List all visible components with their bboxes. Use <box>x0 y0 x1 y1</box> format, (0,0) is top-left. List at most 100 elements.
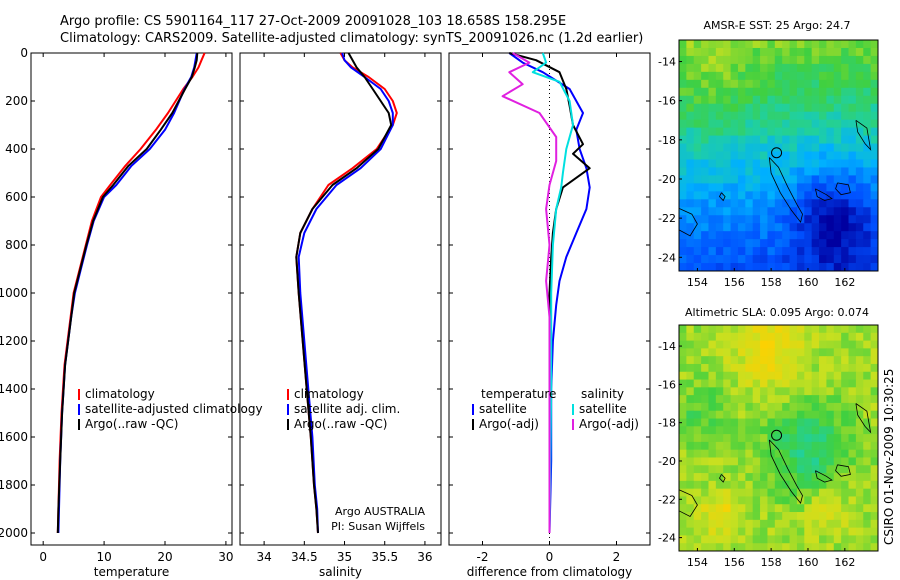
sla-map-cell <box>782 465 790 474</box>
sla-map-cell <box>789 434 798 443</box>
sst-map-cell <box>841 111 849 121</box>
sla-map-cell <box>708 325 717 334</box>
sla-map-cell <box>870 402 879 412</box>
sst-map-cell <box>701 47 709 57</box>
sla-map-cell <box>796 512 805 521</box>
sst-map-cell <box>826 167 835 176</box>
sst-map-cell <box>679 111 687 121</box>
sla-map-cell <box>760 473 768 482</box>
sst-map-cell <box>833 143 842 152</box>
sst-map-cell <box>693 111 702 121</box>
sla-map-cell <box>701 449 709 458</box>
sst-map-cell <box>855 95 864 105</box>
sla-map-cell <box>715 426 724 435</box>
coastline <box>815 470 833 483</box>
sst-map-cell <box>708 71 717 81</box>
sla-map-cell <box>826 348 835 357</box>
sla-map-cell <box>863 441 872 451</box>
sla-map-cell <box>679 496 687 505</box>
sst-map-cell <box>745 103 754 113</box>
sla-map-cell <box>819 348 827 357</box>
sla-map-cell <box>737 504 746 513</box>
sst-map-cell <box>693 231 702 240</box>
sla-map-cell <box>863 504 872 513</box>
sst-map-cell <box>730 159 739 168</box>
sla-map-cell <box>760 395 768 404</box>
sst-map-cell <box>833 111 842 121</box>
sla-map-cell <box>701 410 709 419</box>
sst-map-cell <box>745 175 754 184</box>
sla-map-cell <box>819 457 827 466</box>
sla-map-cell <box>774 363 783 373</box>
sst-map-cell <box>804 263 813 272</box>
sla-map-cell <box>752 410 761 419</box>
sst-map-cell <box>796 47 805 57</box>
sst-map-cell <box>767 215 776 224</box>
sla-map-cell <box>708 371 717 380</box>
sla-map-cell <box>819 434 827 443</box>
sst-map-cell <box>745 167 754 176</box>
sst-map-cell <box>782 103 790 113</box>
sst-map-cell <box>760 119 768 129</box>
sst-map-cell <box>723 159 731 168</box>
sla-map-cell <box>745 387 754 396</box>
sla-map-cell <box>863 371 872 380</box>
sla-map-cell <box>693 418 702 427</box>
sla-map-cell <box>745 371 754 380</box>
sla-map-cell <box>693 348 702 357</box>
sst-map-cell <box>811 119 820 129</box>
sla-map-cell <box>693 473 702 482</box>
sst-map-cell <box>819 127 827 136</box>
sst-map-cell <box>767 199 776 208</box>
sla-map-cell <box>715 527 724 536</box>
sla-map-cell <box>701 496 709 505</box>
coastline <box>815 188 833 201</box>
sst-map-cell <box>819 263 827 272</box>
sla-map-cell <box>767 426 776 435</box>
sla-map-cell <box>833 449 842 458</box>
sst-map-cell <box>796 95 805 105</box>
sst-map-cell <box>730 247 739 256</box>
sst-map-cell <box>855 87 864 97</box>
sst-map-cell <box>745 95 754 105</box>
sla-map-cell <box>760 504 768 513</box>
sst-map-cell <box>863 215 872 224</box>
sst-map-cell <box>826 103 835 113</box>
sla-map-cell <box>745 418 754 427</box>
sst-map-cell <box>723 103 731 113</box>
sst-map-cell <box>679 247 687 256</box>
sst-map-cell <box>723 167 731 176</box>
sst-map-cell <box>701 159 709 168</box>
sst-map-cell <box>863 79 872 89</box>
sst-map-cell <box>715 215 724 224</box>
sst-map-cell <box>715 79 724 89</box>
sla-map-cell <box>796 457 805 466</box>
sst-map-cell <box>693 191 702 200</box>
sla-map-cell <box>848 535 857 544</box>
sst-map-cell <box>752 95 761 105</box>
sst-map-cell <box>826 263 835 272</box>
difference-legend-label: Argo(-adj) <box>479 417 539 431</box>
sst-map-cell <box>826 247 835 256</box>
sla-map-cell <box>752 449 761 458</box>
sst-map-cell <box>782 40 790 49</box>
sst-map-cell <box>701 151 709 160</box>
sst-map-cell <box>767 135 776 144</box>
sla-map-cell <box>848 488 857 497</box>
sst-map-cell <box>693 55 702 65</box>
sla-map-cell <box>723 332 731 341</box>
sst-map-cell <box>811 191 820 200</box>
sst-map-cell <box>804 47 813 57</box>
sla-map-cell <box>693 402 702 412</box>
sla-map-cell <box>811 449 820 458</box>
sst-map-cell <box>686 207 695 216</box>
sst-map-cell <box>760 47 768 57</box>
sla-map-cell <box>760 356 768 365</box>
sst-map-cell <box>760 63 768 73</box>
sla-map-cell <box>686 325 695 334</box>
sla-map-cell <box>782 426 790 435</box>
sla-map-cell <box>737 473 746 482</box>
sst-map-cell <box>693 207 702 216</box>
sst-map-cell <box>774 215 783 224</box>
sst-map-cell <box>811 71 820 81</box>
